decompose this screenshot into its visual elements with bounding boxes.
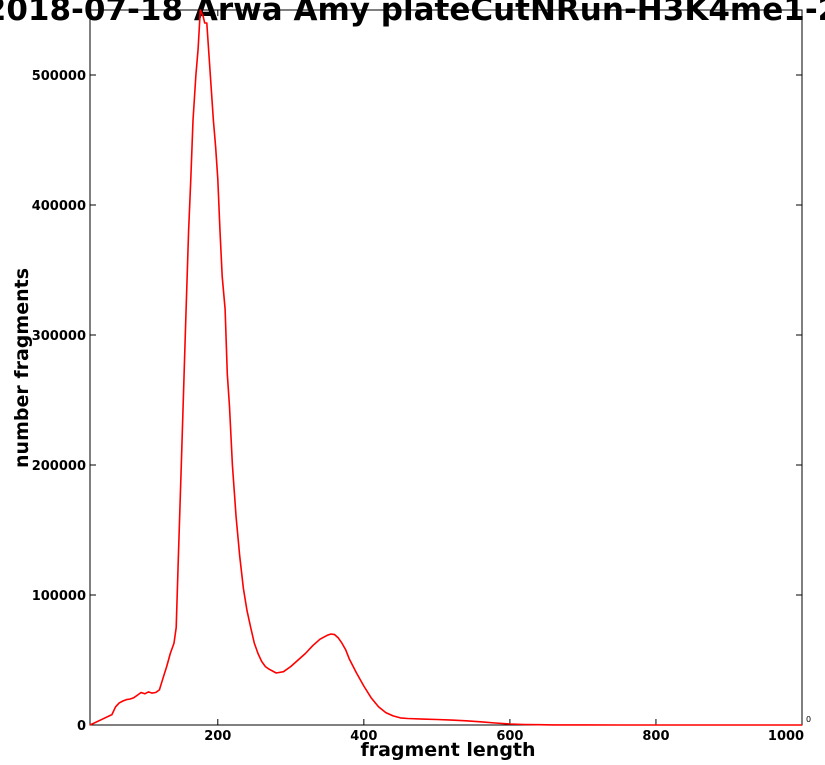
plot-area — [89, 9, 803, 726]
x-axis: 200 400 600 800 1000 — [204, 10, 804, 744]
y-tick-label: 300000 — [32, 329, 86, 344]
x-tick-label: 200 — [204, 729, 231, 744]
y-axis-label: number fragments — [11, 268, 33, 468]
y-tick-label: 500000 — [32, 69, 86, 84]
x-tick-label: 800 — [642, 729, 669, 744]
x-tick-label: 600 — [496, 729, 523, 744]
x-tick-label: 400 — [350, 729, 377, 744]
y-tick-label: 0 — [77, 719, 86, 734]
y-axis: 0 100000 200000 300000 400000 500000 — [32, 69, 802, 734]
y-tick-label: 200000 — [32, 459, 86, 474]
chart-title: 2018-07-18 Arwa Amy plateCutNRun-H3K4me1… — [0, 0, 825, 28]
corner-label: 0 — [806, 715, 811, 724]
x-axis-label: fragment length — [360, 739, 535, 761]
x-tick-label: 1000 — [768, 729, 804, 744]
series-line — [89, 9, 802, 726]
y-tick-label: 100000 — [32, 589, 86, 604]
y-tick-label: 400000 — [32, 199, 86, 214]
series-layer — [89, 9, 802, 726]
